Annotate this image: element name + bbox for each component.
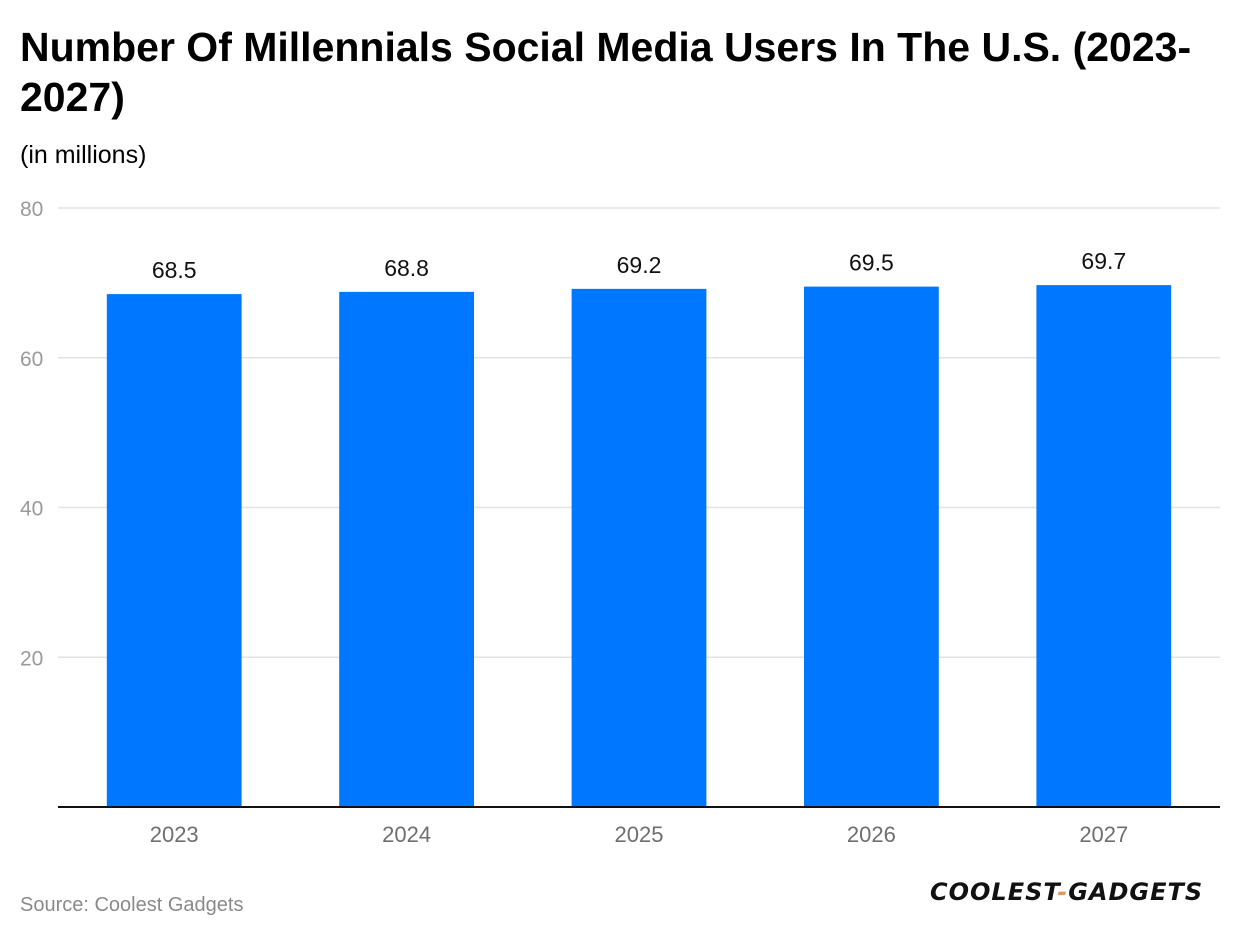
bar	[1036, 285, 1172, 808]
data-label: 68.8	[384, 255, 429, 281]
chart-title: Number Of Millennials Social Media Users…	[20, 24, 1192, 120]
data-label: 69.2	[617, 252, 662, 278]
chart-subtitle: (in millions)	[20, 141, 147, 169]
data-label: 69.5	[849, 250, 894, 276]
x-tick-label: 2027	[1079, 822, 1128, 847]
brand-logo: COOLEST-GADGETS	[930, 878, 1204, 906]
x-tick-label: 2025	[615, 822, 664, 847]
x-tick-label: 2026	[847, 822, 896, 847]
y-tick-label: 20	[20, 647, 43, 670]
y-tick-label: 40	[20, 498, 43, 521]
y-tick-label: 60	[20, 348, 43, 371]
data-label: 68.5	[152, 257, 197, 283]
y-tick-label: 80	[20, 198, 43, 221]
x-tick-label: 2023	[150, 822, 199, 847]
source-note: Source: Coolest Gadgets	[20, 894, 244, 916]
bar	[571, 288, 707, 807]
x-tick-label: 2024	[382, 822, 431, 847]
bar	[106, 294, 242, 807]
bar	[339, 291, 474, 807]
bar	[804, 286, 939, 807]
data-label: 69.7	[1081, 248, 1126, 274]
